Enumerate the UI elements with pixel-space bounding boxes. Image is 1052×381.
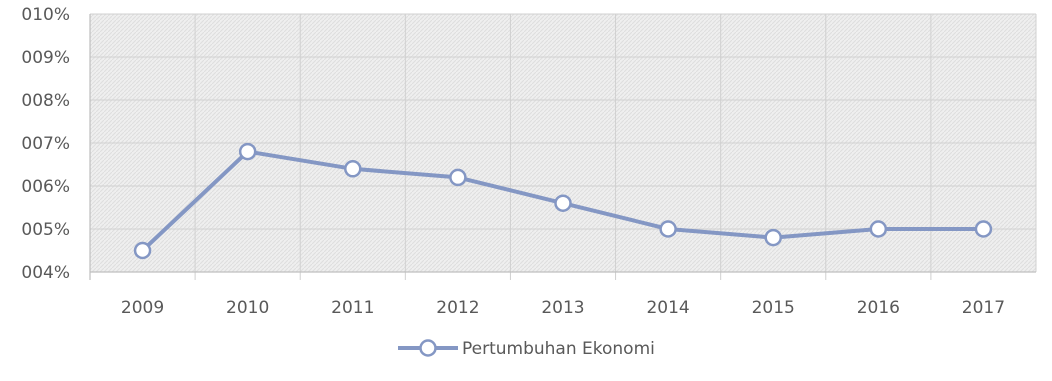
legend-marker	[419, 339, 437, 357]
y-tick-label: 004%	[21, 263, 70, 283]
data-point	[659, 220, 677, 238]
data-point	[554, 194, 572, 212]
x-tick-label: 2011	[331, 298, 374, 318]
legend: Pertumbuhan Ekonomi	[398, 339, 655, 359]
data-point	[238, 142, 257, 161]
data-point	[764, 228, 782, 247]
data-point	[869, 220, 888, 238]
y-tick-label: 008%	[21, 91, 70, 111]
x-tick-label: 2012	[436, 298, 479, 318]
x-tick-label: 2013	[541, 298, 584, 318]
x-axis-ticks: 2009 2010 2011 2012 2013 2014 2015 2016 2017	[121, 298, 1005, 318]
y-tick-label: 005%	[21, 220, 70, 240]
x-tick-label: 2009	[121, 298, 164, 318]
data-point	[449, 168, 467, 187]
x-tick-label: 2015	[752, 298, 795, 318]
data-points	[133, 142, 993, 260]
y-axis-ticks: 004% 005% 006% 007% 008% 009% 010%	[21, 5, 70, 283]
axes	[89, 14, 1036, 280]
x-tick-label: 2010	[226, 298, 269, 318]
data-point	[133, 241, 152, 260]
y-tick-label: 009%	[21, 48, 70, 68]
y-tick-label: 007%	[21, 134, 70, 154]
y-tick-label: 010%	[21, 5, 70, 25]
legend-label: Pertumbuhan Ekonomi	[462, 339, 655, 359]
data-point	[974, 220, 993, 238]
x-tick-label: 2016	[857, 298, 900, 318]
data-point	[344, 160, 362, 178]
y-tick-label: 006%	[21, 177, 70, 197]
x-tick-label: 2014	[646, 298, 689, 318]
x-tick-label: 2017	[962, 298, 1005, 318]
